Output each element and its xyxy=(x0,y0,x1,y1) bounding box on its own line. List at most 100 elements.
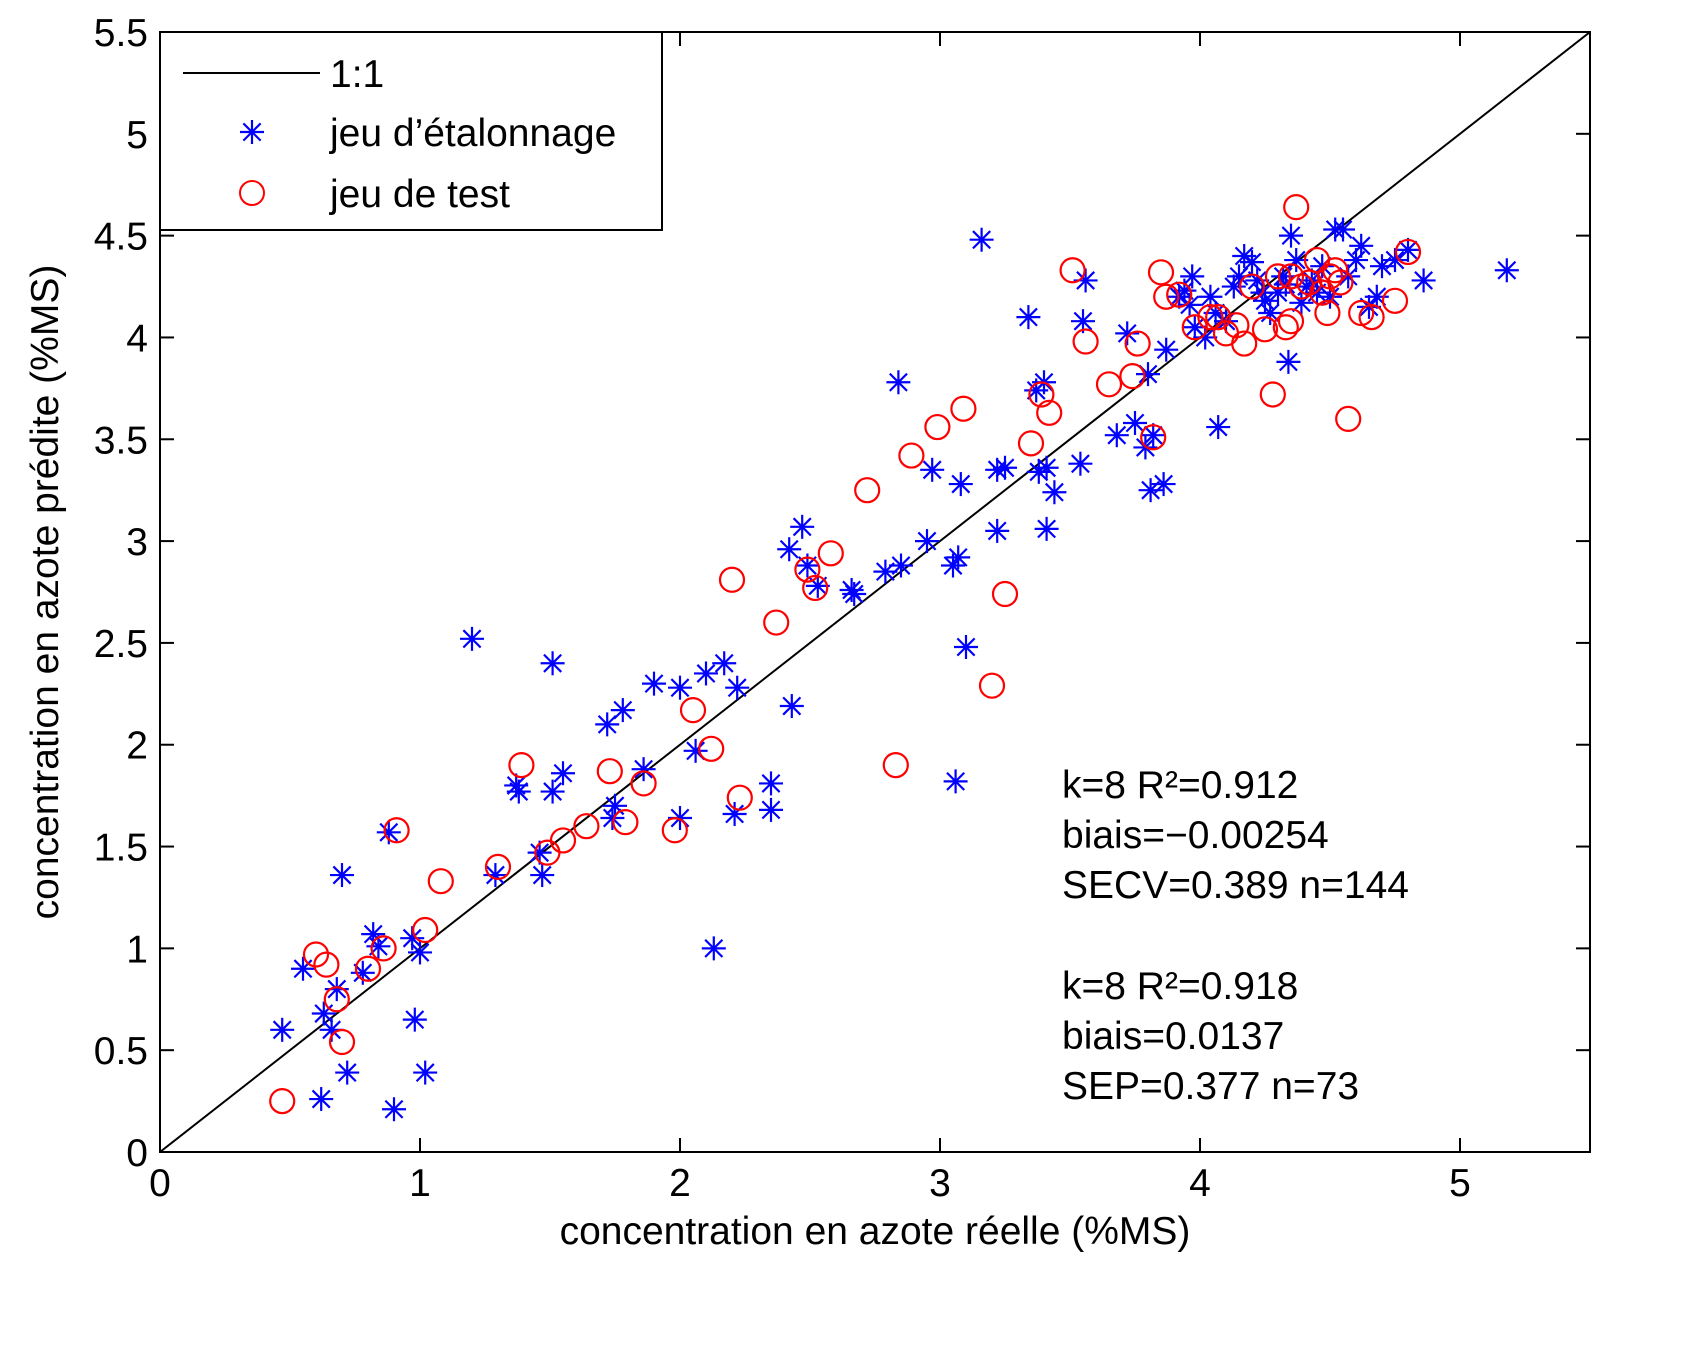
calibration-point xyxy=(324,977,349,1002)
legend: 1:1 jeu d’étalonnage jeu de test xyxy=(159,31,663,231)
plot-frame xyxy=(159,31,1591,1153)
test-point xyxy=(1017,430,1045,457)
test-point xyxy=(612,809,639,836)
test-point xyxy=(596,758,623,785)
test-point xyxy=(882,751,909,779)
calibration-point xyxy=(1240,250,1264,275)
y-tick-label: 3.5 xyxy=(94,419,148,462)
test-point xyxy=(1251,316,1279,343)
test-point xyxy=(991,580,1019,608)
test-point xyxy=(794,556,821,583)
calibration-bias-text: biais=−0.00254 xyxy=(1062,814,1329,857)
test-point xyxy=(1283,194,1310,221)
y-tick-label: 4.5 xyxy=(94,216,148,259)
calibration-point xyxy=(1104,423,1129,448)
y-axis-title: concentration en azote prédite (%MS) xyxy=(24,265,67,920)
ticks-layer: 0 1 2 3 4 5 0 0.5 1 1.5 2 2.5 3 3.5 4 4.5 5 5.5 xyxy=(94,12,1590,1205)
calibration-point xyxy=(610,698,635,723)
calibration-point xyxy=(943,769,968,794)
statistics-annotations: k=8 R²=0.912 biais=−0.00254 SECV=0.389 n… xyxy=(1062,764,1409,1108)
test-point xyxy=(1394,238,1422,266)
calibration-point xyxy=(1279,223,1303,248)
calibration-point xyxy=(694,661,718,686)
y-tick-label: 5 xyxy=(126,114,148,157)
calibration-point xyxy=(631,757,656,782)
test-point xyxy=(1231,330,1258,357)
calibration-secv-text: SECV=0.389 n=144 xyxy=(1062,864,1409,907)
x-tick-label: 2 xyxy=(669,1162,691,1205)
test-point xyxy=(679,697,707,724)
test-point xyxy=(354,955,382,982)
calibration-point xyxy=(335,1060,360,1085)
calibration-point xyxy=(668,675,692,700)
calibration-point xyxy=(948,472,973,497)
x-tick-label: 0 xyxy=(149,1162,171,1205)
calibration-point xyxy=(330,863,354,888)
points-layer xyxy=(269,194,1519,1122)
calibration-point xyxy=(551,761,575,786)
calibration-point xyxy=(1411,268,1436,293)
reference-line-layer xyxy=(159,31,1591,1153)
calibration-point xyxy=(1136,362,1160,387)
calibration-point xyxy=(506,779,531,804)
calibration-point xyxy=(483,863,508,888)
test-point xyxy=(630,770,657,797)
y-tick-label: 5.5 xyxy=(94,12,148,55)
legend-label-test: jeu de test xyxy=(329,173,510,216)
legend-asterisk-swatch xyxy=(240,120,264,144)
test-point xyxy=(661,817,688,844)
calibration-r2-text: k=8 R²=0.912 xyxy=(1062,764,1298,807)
test-r2-text: k=8 R²=0.918 xyxy=(1062,965,1298,1008)
calibration-point xyxy=(1349,233,1374,258)
calibration-point xyxy=(1042,480,1067,505)
test-point xyxy=(427,868,454,895)
y-tick-label: 1 xyxy=(126,928,148,971)
calibration-point xyxy=(993,455,1017,480)
calibration-point xyxy=(725,675,750,700)
test-point xyxy=(854,477,881,504)
test-point xyxy=(1028,381,1055,408)
calibration-point xyxy=(946,545,971,570)
calibration-point xyxy=(400,926,425,951)
calibration-point xyxy=(777,537,802,562)
calibration-point xyxy=(408,940,432,965)
calibration-point xyxy=(668,806,692,831)
calibration-point xyxy=(540,651,565,676)
calibration-point xyxy=(1289,290,1314,315)
test-point xyxy=(1181,314,1208,341)
calibration-point xyxy=(540,779,565,804)
test-point xyxy=(1277,263,1305,290)
calibration-point xyxy=(1123,410,1147,435)
calibration-point xyxy=(1154,337,1179,362)
test-point xyxy=(370,935,397,962)
calibration-point xyxy=(595,712,620,737)
test-point xyxy=(1272,314,1299,341)
test-point xyxy=(508,751,535,779)
test-point xyxy=(1381,287,1409,314)
test-point xyxy=(302,941,330,968)
calibration-point xyxy=(413,1060,438,1085)
calibration-point xyxy=(1276,349,1301,374)
calibration-point xyxy=(969,227,994,252)
test-point xyxy=(1147,259,1175,286)
test-point xyxy=(1036,399,1063,426)
calibration-point xyxy=(382,1097,406,1122)
test-point xyxy=(718,566,746,593)
calibration-point xyxy=(376,820,401,845)
test-point xyxy=(1259,381,1286,408)
x-axis-title: concentration en azote réelle (%MS) xyxy=(560,1210,1191,1253)
test-bias-text: biais=0.0137 xyxy=(1062,1015,1284,1058)
calibration-point xyxy=(915,529,939,554)
test-point xyxy=(1223,312,1250,339)
y-tick-label: 2.5 xyxy=(94,623,148,666)
calibration-point xyxy=(701,936,726,961)
test-point xyxy=(898,442,925,469)
calibration-point xyxy=(1115,321,1140,346)
calibration-point xyxy=(1068,451,1093,476)
calibration-point xyxy=(889,553,913,578)
test-point xyxy=(1358,303,1385,331)
test-point xyxy=(1059,257,1086,284)
x-tick-label: 1 xyxy=(409,1162,431,1205)
test-point xyxy=(269,1087,296,1115)
